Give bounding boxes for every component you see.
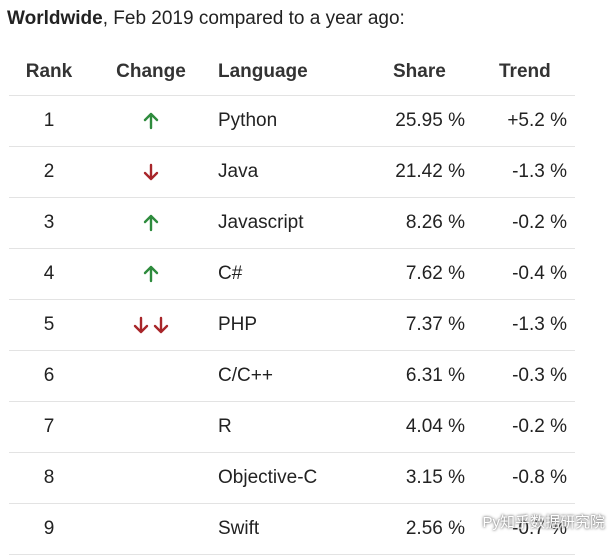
trend-cell: -0.2 % [512, 416, 567, 437]
title-subtitle: , Feb 2019 compared to a year ago: [102, 8, 405, 29]
change-cell [101, 300, 201, 350]
language-cell: PHP [218, 314, 258, 335]
rank-cell: 4 [43, 263, 55, 284]
share-cell: 7.62 % [405, 263, 465, 284]
rank-cell: 3 [43, 212, 55, 233]
trend-cell: -0.7 % [512, 518, 567, 539]
rank-cell: 5 [43, 314, 55, 335]
table-row: 7 R 4.04 % -0.2 % [9, 402, 575, 453]
share-cell: 6.31 % [405, 365, 465, 386]
header-language: Language [218, 60, 308, 82]
wechat-icon [458, 512, 478, 530]
share-cell: 2.56 % [405, 518, 465, 539]
trend-cell: -0.4 % [512, 263, 567, 284]
watermark: Py知乎数据研究院 [458, 511, 605, 532]
change-indicator [142, 213, 160, 233]
share-cell: 25.95 % [395, 110, 465, 131]
arrow-down-icon [133, 316, 149, 334]
language-cell: Objective-C [218, 467, 318, 488]
trend-cell: +5.2 % [507, 110, 567, 131]
share-cell: 4.04 % [405, 416, 465, 437]
table-header-row: Rank Change Language Share Trend [9, 48, 575, 96]
change-cell [101, 198, 201, 248]
change-indicator [142, 111, 160, 131]
watermark-text: Py知乎数据研究院 [482, 514, 605, 531]
language-cell: Javascript [218, 212, 304, 233]
table-row: 6 C/C++ 6.31 % -0.3 % [9, 351, 575, 402]
title-region: Worldwide [7, 8, 103, 29]
change-cell [101, 402, 201, 452]
share-cell: 3.15 % [405, 467, 465, 488]
trend-cell: -0.3 % [512, 365, 567, 386]
table-row: 5 PHP 7.37 % -1.3 % [9, 300, 575, 351]
arrow-up-icon [143, 265, 159, 283]
language-cell: R [218, 416, 232, 437]
change-indicator [132, 315, 170, 335]
change-indicator [142, 264, 160, 284]
table-row: 4 C# 7.62 % -0.4 % [9, 249, 575, 300]
trend-cell: -0.8 % [512, 467, 567, 488]
rank-cell: 2 [43, 161, 55, 182]
header-trend: Trend [499, 60, 551, 82]
arrow-up-icon [143, 112, 159, 130]
change-cell [101, 96, 201, 146]
language-cell: C/C++ [218, 365, 273, 386]
change-cell [101, 453, 201, 503]
change-cell [101, 147, 201, 197]
change-cell [101, 249, 201, 299]
arrow-up-icon [143, 214, 159, 232]
trend-cell: -1.3 % [512, 161, 567, 182]
share-cell: 7.37 % [405, 314, 465, 335]
share-cell: 8.26 % [405, 212, 465, 233]
trend-cell: -1.3 % [512, 314, 567, 335]
header-rank: Rank [25, 60, 73, 82]
table-body: 1 Python 25.95 % +5.2 % 2 Java 21.42 % -1.3 % 3 J… [9, 96, 575, 555]
language-cell: Python [218, 110, 278, 131]
share-cell: 21.42 % [395, 161, 465, 182]
rank-cell: 1 [43, 110, 55, 131]
language-cell: Swift [218, 518, 260, 539]
language-cell: Java [218, 161, 259, 182]
table-row: 8 Objective-C 3.15 % -0.8 % [9, 453, 575, 504]
table-row: 3 Javascript 8.26 % -0.2 % [9, 198, 575, 249]
rank-cell: 6 [43, 365, 55, 386]
rank-cell: 8 [43, 467, 55, 488]
ranking-table: Rank Change Language Share Trend 1 Python… [9, 48, 575, 555]
change-cell [101, 504, 201, 554]
table-row: 1 Python 25.95 % +5.2 % [9, 96, 575, 147]
trend-cell: -0.2 % [512, 212, 567, 233]
page-title: Worldwide, Feb 2019 compared to a year a… [7, 7, 405, 31]
change-indicator [142, 162, 160, 182]
arrow-down-icon [143, 163, 159, 181]
language-cell: C# [218, 263, 243, 284]
rank-cell: 9 [43, 518, 55, 539]
change-cell [101, 351, 201, 401]
header-share: Share [393, 60, 446, 82]
arrow-down-icon [153, 316, 169, 334]
header-change: Change [116, 60, 186, 82]
rank-cell: 7 [43, 416, 55, 437]
table-row: 2 Java 21.42 % -1.3 % [9, 147, 575, 198]
